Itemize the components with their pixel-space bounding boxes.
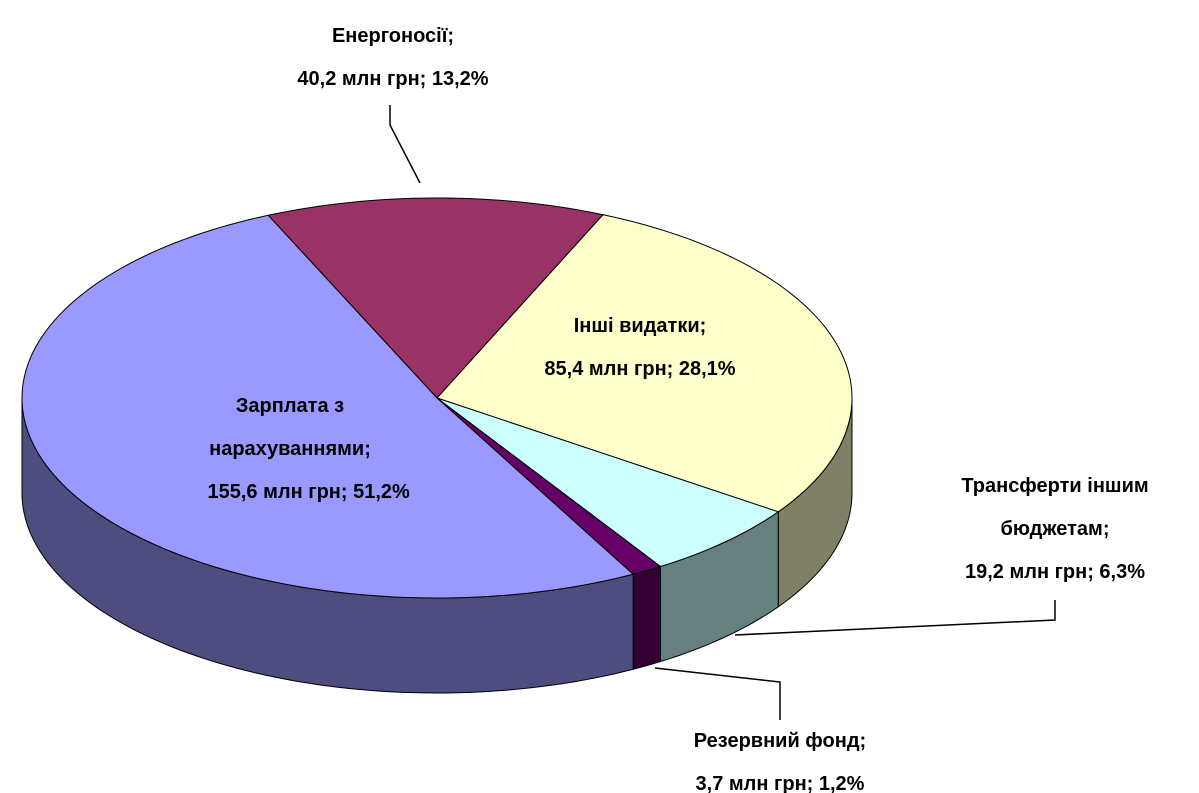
slice <box>21 214 635 599</box>
value-label: 3,7 млн грн; 1,2% <box>695 773 865 793</box>
value-label: 155,6 млн грн; 51,2% <box>207 481 410 503</box>
category-label: Зарплата з нарахуваннями; <box>209 395 371 460</box>
slice-label: Зарплата з нарахуваннями; 155,6 млн грн; … <box>207 385 410 514</box>
category-label: Інші видатки; <box>573 315 707 337</box>
slice-label: Енергоносії; 40,2 млн грн; 13,2% <box>243 15 543 101</box>
category-label: Трансферти іншим бюджетам; <box>961 475 1149 540</box>
slice-label: Резервний фонд; 3,7 млн грн; 1,2% <box>630 720 930 793</box>
slice <box>436 214 853 513</box>
slice-label: Трансферти іншим бюджетам; 19,2 млн грн; … <box>955 465 1155 594</box>
slice <box>267 197 605 399</box>
slice-label: Інші видатки; 85,4 млн грн; 28,1% <box>490 305 790 391</box>
pie <box>21 197 853 694</box>
value-label: 85,4 млн грн; 28,1% <box>544 358 736 380</box>
value-label: 40,2 млн грн; 13,2% <box>297 68 489 90</box>
slice-side <box>632 565 661 670</box>
leader-line <box>734 600 1056 636</box>
category-label: Резервний фонд; <box>693 730 867 752</box>
leader-line <box>654 667 781 720</box>
value-label: 19,2 млн грн; 6,3% <box>964 561 1146 583</box>
slice <box>436 397 780 568</box>
category-label: Енергоносії; <box>331 25 455 47</box>
leader-line <box>389 105 421 184</box>
